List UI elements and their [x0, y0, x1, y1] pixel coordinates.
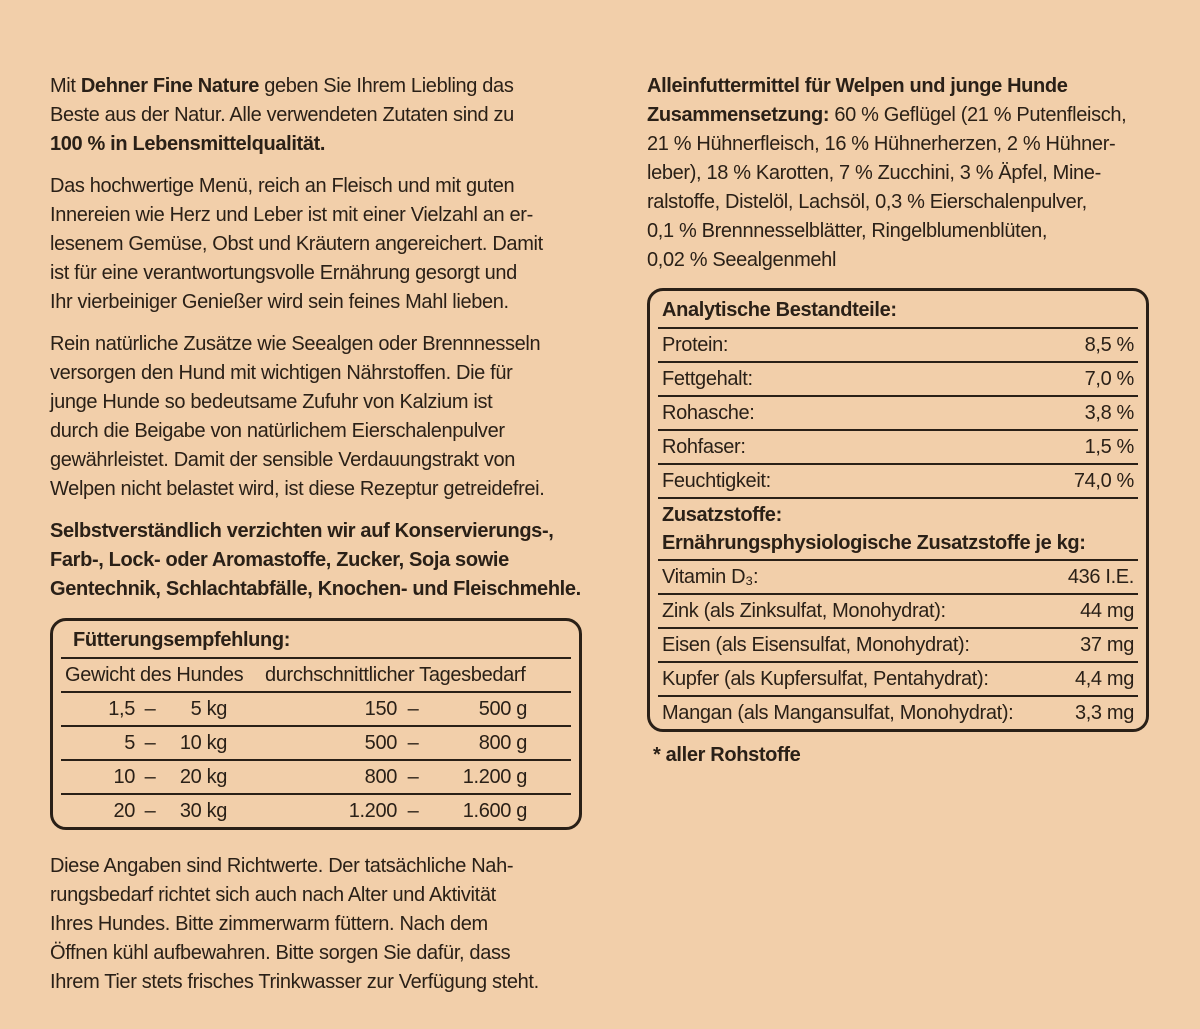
weight-from: 1,5 — [108, 698, 135, 720]
weight-dash: – — [144, 732, 156, 754]
additive-label: Mangan (als Mangansulfat, Monohydrat): — [662, 702, 1014, 724]
product-type-heading: Alleinfuttermittel für Welpen und junge … — [647, 75, 1068, 97]
feeding-col-daily: durchschnittlicher Tagesbedarf — [265, 664, 526, 686]
composition-text: 60 % Geflügel (21 % Putenfleisch, 21 % H… — [647, 104, 1127, 271]
natural-additives-paragraph: Rein natürliche Zusätze wie Seealgen ode… — [50, 333, 545, 500]
intro-text-2: geben Sie Ihrem Liebling das Beste aus d… — [50, 75, 514, 126]
left-column: Mit Dehner Fine Nature geben Sie Ihrem L… — [50, 72, 585, 1010]
analysis-row: Rohfaser: 1,5 % — [658, 431, 1138, 465]
amount-to: 500 g — [478, 698, 528, 720]
no-additives-paragraph: Selbstverständlich verzichten wir auf Ko… — [50, 520, 581, 600]
feeding-table: Fütterungsempfehlung: Gewicht des Hundes… — [50, 618, 582, 830]
feeding-row: 10 – 20 kg 800 – 1.200 g — [61, 761, 571, 795]
composition-label: Zusammensetzung: — [647, 104, 830, 126]
feeding-col-weight: Gewicht des Hundes — [65, 664, 244, 686]
additive-value: 37 mg — [1080, 634, 1134, 656]
intro-text-1: Mit — [50, 75, 81, 97]
analysis-label: Rohasche: — [662, 402, 755, 424]
additives-title: Zusatzstoffe: — [662, 504, 782, 526]
quality-claim: 100 % in Lebensmittelqualität. — [50, 133, 326, 155]
guideline-paragraph: Diese Angaben sind Richtwerte. Der tatsä… — [50, 855, 539, 993]
weight-from: 10 — [113, 766, 135, 788]
additive-label: Eisen (als Eisensulfat, Monohydrat): — [662, 634, 970, 656]
additive-value: 436 I.E. — [1067, 566, 1134, 588]
additive-row: Eisen (als Eisensulfat, Monohydrat): 37 … — [658, 629, 1138, 663]
brand-name: Dehner Fine Nature — [80, 75, 260, 97]
feeding-table-header: Gewicht des Hundes durchschnittlicher Ta… — [61, 659, 571, 693]
additive-row: Zink (als Zinksulfat, Monohydrat): 44 mg — [658, 595, 1138, 629]
weight-from: 5 — [124, 732, 135, 754]
additive-label: Zink (als Zinksulfat, Monohydrat): — [662, 600, 946, 622]
amount-dash: – — [407, 766, 419, 788]
feeding-row: 20 – 30 kg 1.200 – 1.600 g — [61, 795, 571, 827]
weight-to: 20 kg — [179, 766, 228, 788]
analysis-row: Protein: 8,5 % — [658, 329, 1138, 363]
weight-to: 5 kg — [190, 698, 228, 720]
additive-row: Mangan (als Mangansulfat, Monohydrat): 3… — [658, 697, 1138, 729]
amount-dash: – — [407, 732, 419, 754]
analysis-value: 1,5 % — [1084, 436, 1135, 458]
analysis-value: 74,0 % — [1073, 470, 1135, 492]
amount-from: 150 — [364, 698, 398, 720]
analysis-row: Rohasche: 3,8 % — [658, 397, 1138, 431]
amount-to: 1.600 g — [462, 800, 528, 822]
additive-value: 4,4 mg — [1074, 668, 1134, 690]
feeding-row: 5 – 10 kg 500 – 800 g — [61, 727, 571, 761]
weight-dash: – — [144, 766, 156, 788]
weight-to: 10 kg — [179, 732, 228, 754]
additive-row: Kupfer (als Kupfersulfat, Pentahydrat): … — [658, 663, 1138, 697]
analysis-label: Rohfaser: — [662, 436, 746, 458]
weight-from: 20 — [113, 800, 135, 822]
amount-from: 800 — [364, 766, 398, 788]
analysis-label: Protein: — [662, 334, 729, 356]
weight-to: 30 kg — [179, 800, 228, 822]
analysis-label: Feuchtigkeit: — [662, 470, 771, 492]
amount-dash: – — [407, 800, 419, 822]
weight-dash: – — [144, 800, 156, 822]
analysis-row: Fettgehalt: 7,0 % — [658, 363, 1138, 397]
amount-dash: – — [407, 698, 419, 720]
additive-label: Vitamin D₃: — [662, 566, 759, 588]
menu-paragraph: Das hochwertige Menü, reich an Fleisch u… — [50, 175, 543, 313]
additives-header: Zusatzstoffe: Ernährungsphysiologische Z… — [658, 499, 1138, 561]
amount-to: 800 g — [478, 732, 528, 754]
additives-subtitle: Ernährungsphysiologische Zusatzstoffe je… — [662, 532, 1086, 554]
feeding-table-title: Fütterungsempfehlung: — [61, 621, 571, 659]
footnote: * aller Rohstoffe — [653, 744, 801, 766]
analysis-value: 8,5 % — [1084, 334, 1135, 356]
weight-dash: – — [144, 698, 156, 720]
analysis-label: Fettgehalt: — [662, 368, 753, 390]
amount-from: 500 — [364, 732, 398, 754]
analysis-table-title: Analytische Bestandteile: — [658, 291, 1138, 329]
analysis-value: 3,8 % — [1084, 402, 1135, 424]
additive-value: 44 mg — [1080, 600, 1134, 622]
amount-from: 1.200 — [348, 800, 398, 822]
amount-to: 1.200 g — [462, 766, 528, 788]
analysis-row: Feuchtigkeit: 74,0 % — [658, 465, 1138, 499]
intro-paragraph: Mit Dehner Fine Nature geben Sie Ihrem L… — [50, 72, 585, 159]
additive-row: Vitamin D₃: 436 I.E. — [658, 561, 1138, 595]
feeding-row: 1,5 – 5 kg 150 – 500 g — [61, 693, 571, 727]
additive-value: 3,3 mg — [1074, 702, 1134, 724]
composition-block: Alleinfuttermittel für Welpen und junge … — [647, 72, 1149, 275]
analysis-table: Analytische Bestandteile: Protein: 8,5 %… — [647, 288, 1149, 732]
analysis-value: 7,0 % — [1084, 368, 1135, 390]
additive-label: Kupfer (als Kupfersulfat, Pentahydrat): — [662, 668, 989, 690]
right-column: Alleinfuttermittel für Welpen und junge … — [647, 72, 1149, 1010]
